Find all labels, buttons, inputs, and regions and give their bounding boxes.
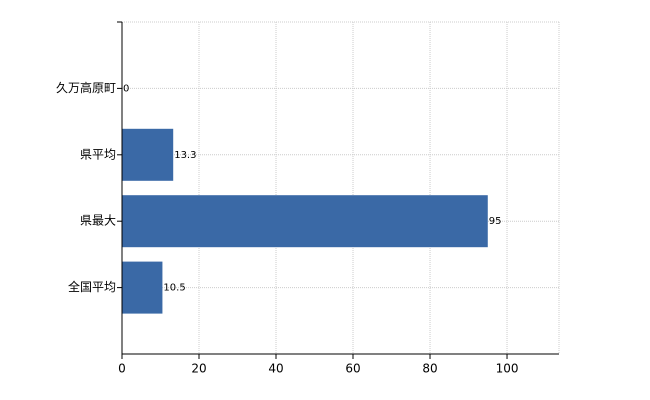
y-tick-label: 久万高原町 [56, 80, 116, 95]
x-tick-label: 100 [496, 362, 519, 376]
y-tick-label: 県最大 [80, 214, 116, 228]
x-tick-label: 80 [422, 362, 437, 376]
x-tick-label: 60 [345, 362, 360, 376]
value-label: 0 [123, 83, 129, 94]
bar [122, 261, 163, 314]
bar [122, 195, 488, 248]
y-tick-label: 県平均 [80, 147, 116, 161]
x-tick-label: 40 [268, 362, 283, 376]
x-tick-label: 0 [118, 362, 126, 376]
value-label: 10.5 [163, 283, 185, 294]
x-tick-label: 20 [191, 362, 206, 376]
value-label: 95 [489, 216, 502, 227]
bar [122, 128, 174, 181]
y-tick-label: 全国平均 [68, 279, 116, 294]
value-label: 13.3 [174, 150, 196, 161]
